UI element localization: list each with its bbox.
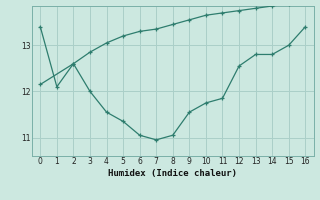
- X-axis label: Humidex (Indice chaleur): Humidex (Indice chaleur): [108, 169, 237, 178]
